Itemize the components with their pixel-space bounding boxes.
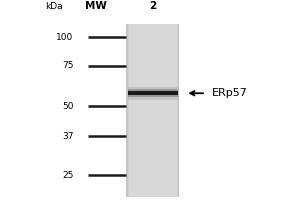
Text: kDa: kDa	[46, 2, 63, 11]
Bar	[128, 91, 178, 95]
Text: 75: 75	[62, 61, 74, 70]
Text: 37: 37	[62, 132, 74, 141]
Text: 25: 25	[62, 171, 74, 180]
Text: 50: 50	[62, 102, 74, 111]
Text: 2: 2	[149, 1, 157, 11]
Bar	[126, 20, 129, 200]
Bar	[128, 89, 178, 97]
Text: MW: MW	[85, 1, 106, 11]
Text: 100: 100	[56, 33, 74, 42]
Text: ERp57: ERp57	[212, 88, 248, 98]
Bar	[178, 20, 179, 200]
Bar	[128, 87, 178, 100]
Bar	[126, 20, 179, 200]
Bar	[176, 20, 179, 200]
Bar	[126, 20, 128, 200]
